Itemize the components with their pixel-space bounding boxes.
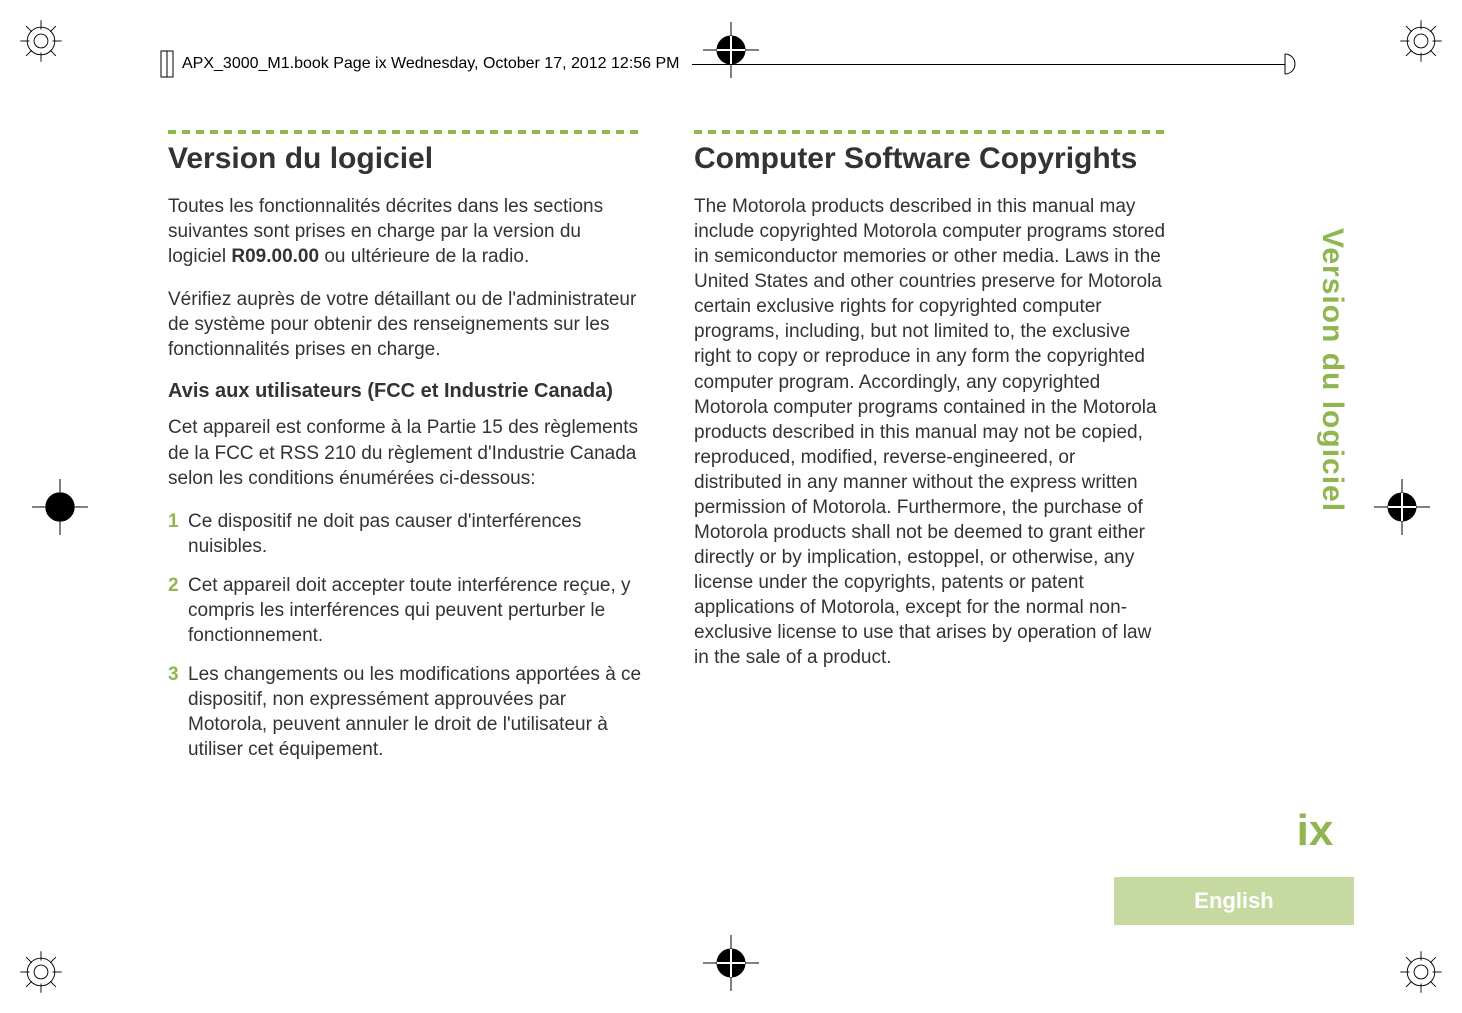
registration-cross-icon [30, 477, 90, 537]
running-head: APX_3000_M1.book Page ix Wednesday, Octo… [160, 48, 1302, 80]
list-item-text: Cet appareil doit accepter toute interfé… [188, 573, 642, 648]
body-paragraph: Vérifiez auprès de votre détaillant ou d… [168, 287, 642, 362]
list-number: 3 [168, 662, 182, 762]
list-item-text: Ce dispositif ne doit pas causer d'inter… [188, 509, 642, 559]
ordered-list: 1Ce dispositif ne doit pas causer d'inte… [168, 509, 642, 763]
text-run: ou ultérieure de la radio. [319, 246, 529, 267]
body-paragraph: Cet appareil est conforme à la Partie 15… [168, 415, 642, 490]
registration-cross-icon [701, 933, 761, 993]
side-tab-label: Version du logiciel [1310, 130, 1354, 610]
body-paragraph: The Motorola products described in this … [694, 194, 1168, 670]
section-heading: Version du logiciel [168, 142, 642, 176]
crop-mark-icon [18, 949, 64, 995]
book-spine-end-icon [1284, 50, 1302, 78]
column-left: Version du logiciel Toutes les fonctionn… [168, 130, 642, 776]
language-label: English [1114, 877, 1354, 925]
text-bold: R09.00.00 [231, 246, 319, 267]
page-number: ix [1276, 792, 1354, 870]
section-heading: Computer Software Copyrights [694, 142, 1168, 176]
section-rule [168, 130, 642, 134]
list-item-text: Les changements ou les modifications app… [188, 662, 642, 762]
list-item: 2Cet appareil doit accepter toute interf… [168, 573, 642, 648]
crop-mark-icon [1398, 949, 1444, 995]
list-number: 2 [168, 573, 182, 648]
registration-cross-icon [1372, 477, 1432, 537]
crop-mark-icon [1398, 18, 1444, 64]
running-head-text: APX_3000_M1.book Page ix Wednesday, Octo… [182, 55, 680, 73]
book-spine-icon [160, 50, 176, 78]
body-paragraph: Toutes les fonctionnalités décrites dans… [168, 194, 642, 269]
list-item: 1Ce dispositif ne doit pas causer d'inte… [168, 509, 642, 559]
column-right: Computer Software Copyrights The Motorol… [694, 130, 1168, 776]
list-item: 3Les changements ou les modifications ap… [168, 662, 642, 762]
section-rule [694, 130, 1168, 134]
crop-mark-icon [18, 18, 64, 64]
subsection-heading: Avis aux utilisateurs (FCC et Industrie … [168, 380, 642, 403]
list-number: 1 [168, 509, 182, 559]
